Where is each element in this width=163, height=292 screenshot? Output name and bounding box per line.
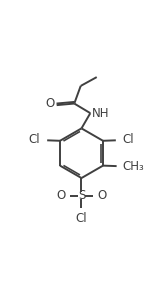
Text: S: S (78, 189, 85, 202)
Text: CH₃: CH₃ (123, 160, 144, 173)
Text: O: O (56, 189, 66, 202)
Text: Cl: Cl (29, 133, 40, 147)
Text: Cl: Cl (76, 212, 87, 225)
Text: O: O (45, 97, 55, 110)
Text: Cl: Cl (123, 133, 134, 147)
Text: NH: NH (92, 107, 109, 120)
Text: O: O (97, 189, 107, 202)
